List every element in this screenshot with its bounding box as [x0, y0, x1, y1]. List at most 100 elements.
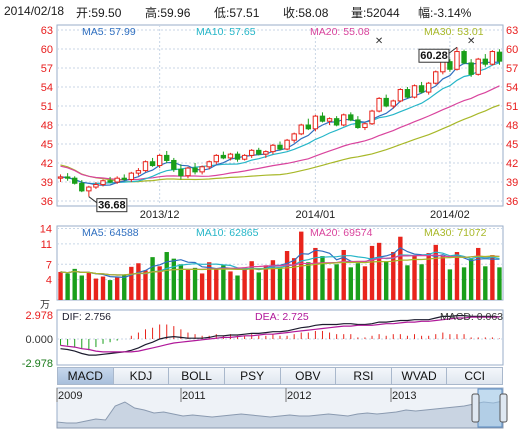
volume-bar: [313, 247, 318, 300]
candle-body: [135, 170, 142, 174]
candle-body: [355, 119, 361, 129]
main-ytick-right: 63: [506, 25, 518, 37]
volume-bar: [362, 266, 368, 300]
volume-bar: [447, 269, 453, 300]
volume-bar: [58, 271, 63, 300]
tab-psy[interactable]: PSY: [224, 367, 281, 385]
navigator-year-label: 2013: [392, 390, 416, 402]
volume-bar: [291, 258, 297, 300]
navigator-right-handle[interactable]: [499, 393, 508, 423]
main-ytick-left: 57: [41, 63, 53, 75]
tab-cci[interactable]: CCI: [447, 367, 503, 385]
volume-bar: [256, 272, 261, 300]
candle-body: [72, 177, 78, 184]
candle-body: [156, 154, 163, 167]
volume-bar: [199, 273, 205, 300]
volume-bar: [284, 251, 290, 300]
volume-bar: [327, 268, 332, 300]
candle-body: [248, 149, 255, 156]
volume-bar: [207, 262, 212, 300]
main-xtick: 2013/12: [140, 209, 180, 221]
navigator-left-handle[interactable]: [471, 393, 480, 423]
quote-high: 高:59.96: [145, 6, 191, 20]
candle-body: [57, 176, 64, 179]
main-ytick-left: 63: [41, 25, 53, 37]
candle-body: [454, 51, 460, 70]
macd-legend-dea: DEA: 2.725: [255, 311, 309, 323]
candle-body: [383, 97, 389, 107]
main-ytick-right: 39: [506, 177, 518, 189]
volume-bar: [136, 263, 141, 300]
navigator-year-label: 2011: [182, 390, 206, 402]
candle-body: [256, 149, 262, 155]
navigator-year-label: 2009: [58, 390, 82, 402]
candle-body: [93, 184, 99, 188]
volume-bar: [164, 252, 169, 300]
volume-bar: [468, 259, 474, 300]
volume-bar: [178, 264, 184, 300]
tab-rsi[interactable]: RSI: [336, 367, 392, 385]
volume-bar: [86, 272, 92, 300]
tab-macd[interactable]: MACD: [57, 367, 114, 385]
candle-body: [263, 151, 269, 155]
main-ytick-left: 42: [41, 158, 53, 170]
candle-body: [425, 82, 432, 93]
event-marker-icon: ✕: [375, 36, 383, 47]
candle-body: [496, 51, 503, 62]
main-ytick-right: 57: [506, 63, 518, 75]
volume-bar: [440, 256, 446, 300]
candle-body: [270, 144, 276, 153]
volume-bar: [369, 245, 375, 300]
main-ytick-right: 54: [506, 82, 518, 94]
candle-body: [433, 71, 439, 84]
tab-obv[interactable]: OBV: [280, 367, 337, 385]
candle-body: [234, 153, 241, 160]
volume-bar: [426, 253, 431, 300]
main-ytick-right: 48: [506, 120, 518, 132]
candle-body: [468, 62, 474, 75]
volume-bar: [277, 267, 283, 300]
main-ytick-right: 36: [506, 196, 518, 208]
volume-bar: [412, 255, 417, 300]
volume-bar: [192, 267, 198, 300]
main-ytick-right: 42: [506, 158, 518, 170]
volume-bar: [235, 275, 240, 300]
tab-wvad[interactable]: WVAD: [391, 367, 448, 385]
high-label-box: [418, 48, 450, 63]
tab-boll[interactable]: BOLL: [169, 367, 225, 385]
candle-body: [305, 124, 312, 130]
volume-bar: [171, 258, 177, 300]
main-ytick-right: 51: [506, 101, 518, 113]
candle-body: [284, 139, 290, 150]
volume-bar: [334, 264, 339, 300]
volume-bar: [150, 257, 155, 300]
candle-body: [475, 58, 481, 75]
volume-bar: [270, 260, 276, 300]
candle-body: [291, 133, 297, 141]
candle-body: [333, 118, 340, 126]
volume-ytick: 4: [46, 275, 52, 287]
quote-volume: 量:52044: [351, 6, 400, 20]
candle-body: [100, 180, 106, 186]
macd-legend-macd: MACD: 0.063: [440, 311, 503, 323]
main-ytick-left: 36: [41, 196, 53, 208]
volume-bar: [72, 268, 77, 300]
high-label: 60.28: [420, 50, 448, 62]
candle-body: [482, 58, 488, 65]
volume-ytick: 7: [46, 259, 52, 271]
candle-body: [220, 154, 227, 159]
candle-body: [390, 100, 396, 107]
volume-bar: [242, 267, 247, 300]
candle-body: [348, 114, 354, 121]
volume-bar: [114, 277, 120, 300]
candle-body: [362, 123, 368, 129]
candle-body: [79, 182, 85, 192]
main-ytick-left: 48: [41, 120, 53, 132]
volume-bar: [93, 278, 99, 300]
candle-body: [376, 97, 382, 112]
volume-bar: [249, 261, 254, 300]
tab-kdj[interactable]: KDJ: [113, 367, 170, 385]
candle-body: [277, 144, 283, 150]
volume-bar: [143, 270, 148, 300]
main-ytick-left: 39: [41, 177, 53, 189]
